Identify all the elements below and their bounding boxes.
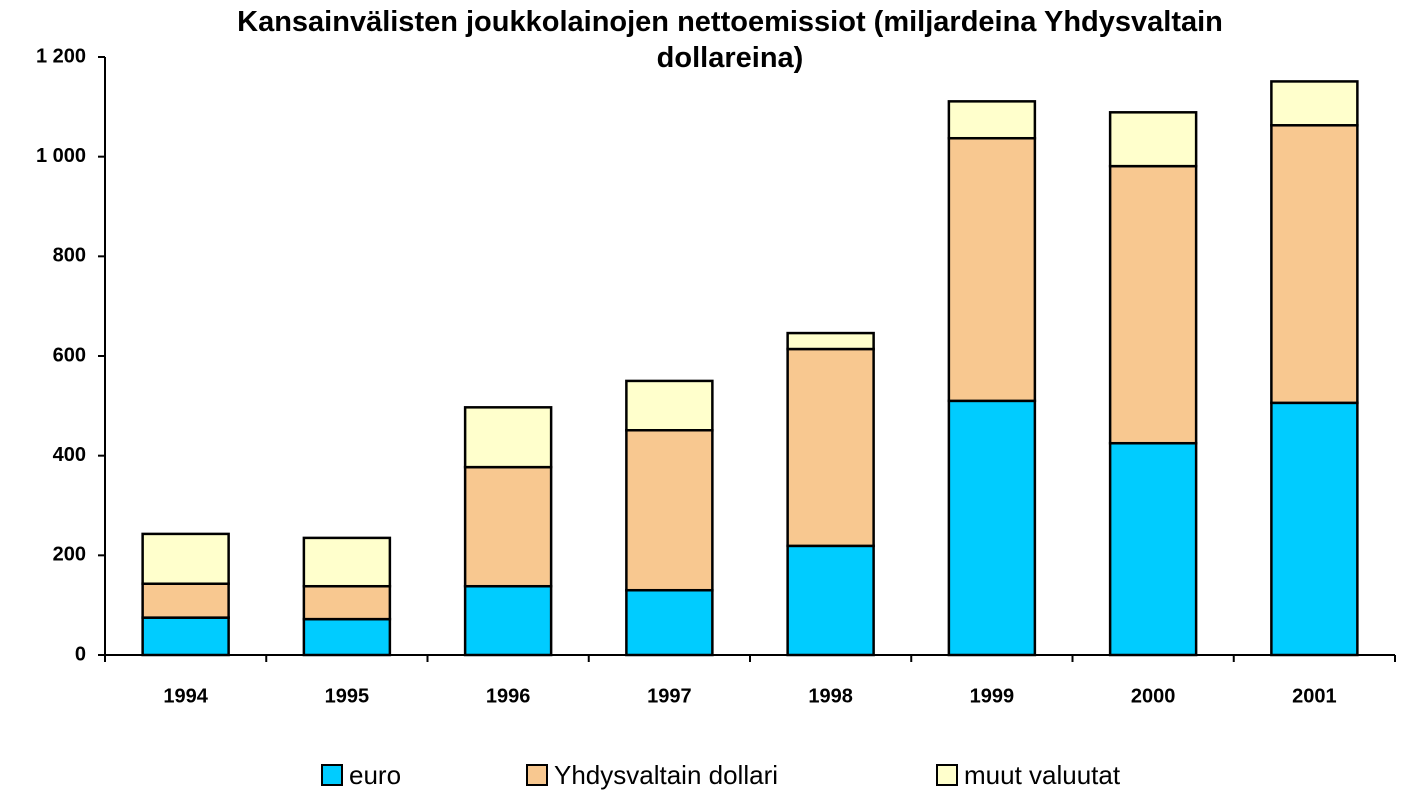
bar-segment <box>302 584 392 621</box>
x-tick-label: 1998 <box>808 685 853 707</box>
bar-segment <box>947 136 1037 403</box>
bar-segment <box>947 100 1037 140</box>
y-tick-label: 800 <box>53 245 86 267</box>
bar-segment <box>625 429 714 592</box>
bar-segment <box>625 588 714 657</box>
bar-segment <box>141 582 230 619</box>
legend-label: Yhdysvaltain dollari <box>554 760 778 790</box>
y-tick-label: 1 000 <box>36 145 86 167</box>
legend-label: euro <box>349 760 401 790</box>
y-tick-label: 0 <box>75 643 86 665</box>
y-tick-label: 200 <box>53 544 86 566</box>
bar-segment <box>786 331 875 351</box>
bar-segment <box>1270 401 1359 657</box>
bar-segment <box>463 465 553 588</box>
bar-segment <box>302 536 392 588</box>
bar-segment <box>1108 111 1198 168</box>
chart-title: Kansainvälisten joukkolainojen nettoemis… <box>237 6 1223 74</box>
bar-segment <box>1108 164 1198 445</box>
bar-segment <box>141 532 230 585</box>
x-tick-label: 1996 <box>486 685 531 707</box>
x-tick-label: 1999 <box>970 685 1015 707</box>
bar-segment <box>463 406 553 469</box>
bar-segment <box>302 617 392 657</box>
x-tick-label: 1995 <box>325 685 370 707</box>
legend-swatch <box>936 764 958 786</box>
legend-swatch <box>526 764 548 786</box>
x-tick-label: 2000 <box>1131 685 1176 707</box>
bar-segment <box>786 347 875 548</box>
bar-segment <box>463 584 553 657</box>
y-tick-label: 600 <box>53 344 86 366</box>
x-tick-label: 1994 <box>163 685 208 707</box>
y-tick-label: 1 200 <box>36 45 86 67</box>
bar-segment <box>947 399 1037 657</box>
x-tick-label: 1997 <box>647 685 692 707</box>
bar-segment <box>1270 80 1359 127</box>
legend-swatch <box>321 764 343 786</box>
y-tick-label: 400 <box>53 444 86 466</box>
bar-segment <box>1108 441 1198 657</box>
x-tick-label: 2001 <box>1292 685 1337 707</box>
legend-label: muut valuutat <box>964 760 1121 790</box>
bar-segment <box>141 616 230 657</box>
bar-segment <box>1270 124 1359 405</box>
bar-segment <box>786 544 875 657</box>
bar-segment <box>625 379 714 432</box>
